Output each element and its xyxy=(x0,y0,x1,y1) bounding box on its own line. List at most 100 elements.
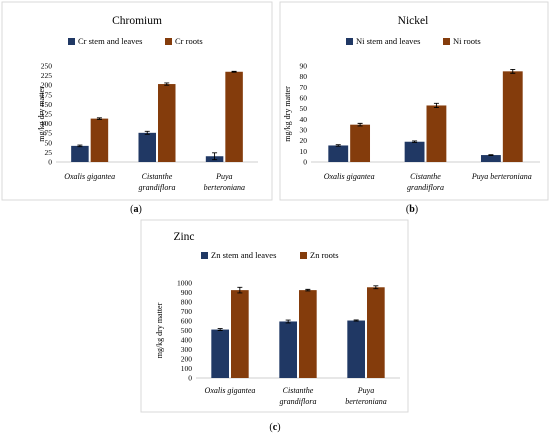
y-axis-label: mg/kg dry matter xyxy=(283,86,292,142)
error-bar xyxy=(305,288,311,292)
bar-stem xyxy=(71,145,89,162)
error-bar xyxy=(164,82,170,86)
y-tick-label: 10 xyxy=(300,147,308,156)
category-label: Cistanthe xyxy=(283,386,314,395)
legend-swatch xyxy=(300,252,307,259)
bar-stem xyxy=(404,141,425,162)
panel-caption: (c) xyxy=(269,422,280,433)
bar-stem xyxy=(480,155,501,162)
category-label: Puya xyxy=(215,172,232,181)
error-bar xyxy=(231,70,237,73)
error-bar xyxy=(77,144,83,148)
legend-swatch xyxy=(201,252,208,259)
y-tick-label: 50 xyxy=(300,104,308,113)
y-tick-label: 25 xyxy=(45,148,53,157)
y-tick-label: 250 xyxy=(41,62,53,71)
bar-roots xyxy=(299,290,317,378)
category-label: Cistanthe xyxy=(410,172,441,181)
bar-roots xyxy=(367,287,385,378)
category-label: Cistanthe xyxy=(142,172,173,181)
legend-label: Ni stem and leaves xyxy=(356,36,420,46)
y-tick-label: 100 xyxy=(181,364,193,373)
category-label: berteroniana xyxy=(204,183,245,192)
y-tick-label: 75 xyxy=(45,129,53,138)
error-bar xyxy=(412,140,418,143)
error-bar xyxy=(237,286,243,294)
legend-label: Cr roots xyxy=(175,36,203,46)
category-label: berteroniana xyxy=(345,397,386,406)
error-bar xyxy=(212,152,218,161)
error-bar xyxy=(144,130,150,135)
error-bar xyxy=(510,68,516,74)
chart-panel-a: Chromium Cr stem and leaves Cr roots 025507… xyxy=(1,1,273,201)
y-tick-label: 500 xyxy=(181,326,193,335)
bar-stem xyxy=(347,320,365,378)
category-label: Puya berteroniana xyxy=(471,172,532,181)
y-tick-label: 800 xyxy=(181,298,193,307)
y-tick-label: 80 xyxy=(300,72,308,81)
legend-swatch xyxy=(443,38,450,45)
panel-caption: (b) xyxy=(406,204,418,215)
y-tick-label: 70 xyxy=(300,83,308,92)
y-tick-label: 700 xyxy=(181,307,193,316)
legend-label: Zn roots xyxy=(310,250,339,260)
y-tick-label: 100 xyxy=(41,119,53,128)
y-tick-label: 125 xyxy=(41,110,53,119)
panel-border xyxy=(140,219,409,413)
bar-roots xyxy=(231,290,249,378)
y-axis-label: mg/kg dry matter xyxy=(37,86,46,142)
legend-label: Cr stem and leaves xyxy=(78,36,142,46)
chart-title: Zinc xyxy=(173,231,194,243)
bar-roots xyxy=(350,124,371,162)
error-bar xyxy=(217,328,223,331)
category-label: grandiflora xyxy=(280,397,317,406)
category-label: Oxalis gigantea xyxy=(205,386,256,395)
y-tick-label: 200 xyxy=(41,81,53,90)
panel-caption: (a) xyxy=(130,204,142,215)
y-tick-label: 150 xyxy=(41,100,53,109)
legend-swatch xyxy=(346,38,353,45)
chart-title: Nickel xyxy=(398,15,429,27)
y-tick-label: 0 xyxy=(48,158,52,167)
y-tick-label: 0 xyxy=(188,374,192,383)
legend-swatch xyxy=(165,38,172,45)
y-tick-label: 900 xyxy=(181,288,193,297)
y-tick-label: 30 xyxy=(300,126,308,135)
bar-roots xyxy=(90,118,109,162)
y-tick-label: 175 xyxy=(41,90,53,99)
error-bar xyxy=(433,102,439,109)
error-bar xyxy=(373,285,379,290)
legend-label: Zn stem and leaves xyxy=(211,250,276,260)
category-label: grandiflora xyxy=(407,183,444,192)
bar-roots xyxy=(158,84,176,162)
y-tick-label: 90 xyxy=(300,62,308,71)
y-tick-label: 50 xyxy=(45,138,53,147)
chart-title: Chromium xyxy=(112,15,162,27)
bar-stem xyxy=(138,132,156,162)
error-bar xyxy=(335,144,341,147)
y-tick-label: 40 xyxy=(300,115,308,124)
y-tick-label: 400 xyxy=(181,336,193,345)
bar-stem xyxy=(328,145,349,162)
legend-label: Ni roots xyxy=(453,36,481,46)
error-bar xyxy=(96,117,102,120)
y-tick-label: 200 xyxy=(181,355,193,364)
error-bar xyxy=(488,154,494,156)
error-bar xyxy=(285,319,291,324)
y-tick-label: 300 xyxy=(181,345,193,354)
y-axis-label: mg/kg dry matter xyxy=(155,302,164,358)
y-tick-label: 60 xyxy=(300,94,308,103)
category-label: Oxalis gigantea xyxy=(324,172,375,181)
bar-roots xyxy=(225,71,243,162)
category-label: Oxalis gigantea xyxy=(64,172,115,181)
bar-stem xyxy=(279,321,297,378)
bar-roots xyxy=(426,105,447,162)
category-label: Puya xyxy=(357,386,374,395)
y-tick-label: 225 xyxy=(41,71,53,80)
y-tick-label: 0 xyxy=(303,158,307,167)
bar-roots xyxy=(502,71,523,162)
error-bar xyxy=(353,319,359,322)
y-tick-label: 20 xyxy=(300,136,308,145)
